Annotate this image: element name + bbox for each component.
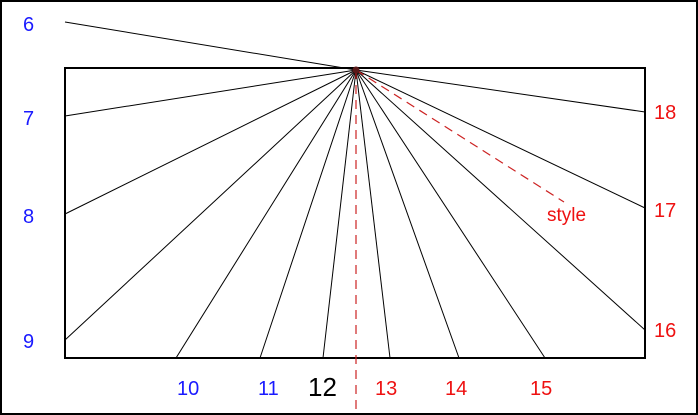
hour-line-8 xyxy=(64,69,357,215)
hour-label-17: 17 xyxy=(654,200,676,222)
style-lines xyxy=(355,69,565,413)
hour-line-7 xyxy=(64,69,357,117)
hour-line-10 xyxy=(175,69,357,359)
hour-label-11: 11 xyxy=(258,378,279,400)
hour-line-12 xyxy=(322,69,357,359)
hour-line-6 xyxy=(64,21,357,71)
hour-line-16 xyxy=(355,69,646,331)
hour-line-17 xyxy=(355,69,646,209)
hour-label-14: 14 xyxy=(445,378,467,400)
hour-label-16: 16 xyxy=(654,320,676,342)
hour-line-11 xyxy=(259,69,357,359)
hour-line-13 xyxy=(355,69,391,359)
style-label: style xyxy=(547,205,586,226)
gnomon-apex xyxy=(352,66,360,74)
hour-lines xyxy=(64,21,646,359)
hour-label-12: 12 xyxy=(308,372,337,402)
hour-label-13: 13 xyxy=(375,378,397,400)
hour-line-14 xyxy=(355,69,460,359)
hour-line-15 xyxy=(355,69,546,359)
hour-label-8: 8 xyxy=(23,206,34,228)
style-line xyxy=(355,69,565,203)
hour-label-15: 15 xyxy=(530,378,552,400)
hour-label-7: 7 xyxy=(23,108,34,130)
hour-line-18 xyxy=(355,69,646,113)
hour-label-6: 6 xyxy=(23,14,34,36)
hour-label-10: 10 xyxy=(177,378,199,400)
hour-label-9: 9 xyxy=(23,331,34,353)
hour-label-18: 18 xyxy=(654,102,676,124)
hour-line-9 xyxy=(64,69,357,341)
